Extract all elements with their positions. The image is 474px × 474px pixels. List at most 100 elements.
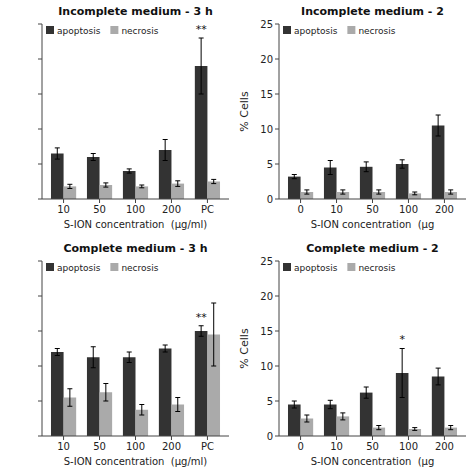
error-line xyxy=(213,303,214,366)
panel: 1050100200PCS-ION concentration (μg/ml)I… xyxy=(38,5,229,230)
legend-label: necrosis xyxy=(121,26,158,36)
legend-item: necrosis xyxy=(347,26,395,36)
y-tick xyxy=(38,331,42,332)
error-line xyxy=(57,148,58,159)
x-tick-label: PC xyxy=(201,204,214,215)
x-tick-label: 50 xyxy=(366,441,379,452)
legend-item: apoptosis xyxy=(46,263,101,273)
x-axis-label: S-ION concentration (μg/ml) xyxy=(64,219,208,230)
x-tick xyxy=(171,436,172,440)
error-line xyxy=(366,387,367,398)
error-cap xyxy=(340,194,345,195)
y-tick xyxy=(38,24,42,25)
error-cap xyxy=(340,189,345,190)
y-tick xyxy=(275,164,279,165)
error-bar xyxy=(436,115,441,136)
legend-item: apoptosis xyxy=(283,263,338,273)
error-line xyxy=(201,326,202,337)
error-bar xyxy=(163,140,168,161)
error-cap xyxy=(67,188,72,189)
error-bar xyxy=(211,303,216,366)
legend-swatch xyxy=(283,263,291,271)
error-cap xyxy=(304,422,309,423)
error-cap xyxy=(163,352,168,353)
legend-item: apoptosis xyxy=(283,26,338,36)
error-cap xyxy=(400,159,405,160)
error-cap xyxy=(211,303,216,304)
y-tick-label: 20 xyxy=(260,291,273,302)
error-line xyxy=(450,190,451,194)
bar xyxy=(207,182,220,200)
error-cap xyxy=(175,186,180,187)
error-bar xyxy=(199,38,204,94)
x-tick xyxy=(300,436,301,440)
legend: apoptosis necrosis xyxy=(283,263,396,273)
error-bar xyxy=(448,190,453,194)
error-cap xyxy=(91,160,96,161)
y-tick xyxy=(275,129,279,130)
error-line xyxy=(177,398,178,412)
error-line xyxy=(330,400,331,408)
x-tick-label: 0 xyxy=(297,204,303,215)
legend-swatch xyxy=(110,263,118,271)
x-tick-label: 100 xyxy=(126,204,145,215)
error-line xyxy=(213,179,214,183)
error-bar xyxy=(127,169,132,173)
bar xyxy=(360,393,373,436)
legend-swatch xyxy=(283,26,291,34)
error-bar xyxy=(376,190,381,194)
error-cap xyxy=(292,401,297,402)
x-tick-label: 50 xyxy=(366,204,379,215)
error-bar xyxy=(67,184,72,188)
legend-item: necrosis xyxy=(347,263,395,273)
error-bar xyxy=(292,175,297,179)
legend: apoptosis necrosis xyxy=(283,26,396,36)
error-line xyxy=(294,401,295,408)
y-axis xyxy=(279,261,280,436)
bar xyxy=(408,429,421,436)
error-cap xyxy=(412,430,417,431)
error-cap xyxy=(448,194,453,195)
error-bar xyxy=(175,181,180,187)
y-tick xyxy=(275,94,279,95)
error-bar xyxy=(412,428,417,431)
x-tick xyxy=(408,436,409,440)
error-bar xyxy=(448,426,453,430)
x-tick xyxy=(372,199,373,203)
y-tick xyxy=(275,261,279,262)
error-line xyxy=(378,190,379,194)
panel: 051015202501050100200S-ION concentration… xyxy=(238,242,466,467)
y-tick xyxy=(275,436,279,437)
y-axis xyxy=(279,24,280,199)
error-cap xyxy=(304,194,309,195)
error-line xyxy=(141,405,142,416)
bar xyxy=(64,186,77,199)
x-tick xyxy=(336,436,337,440)
error-bar xyxy=(328,400,333,408)
error-line xyxy=(366,162,367,172)
error-cap xyxy=(103,383,108,384)
x-tick xyxy=(207,199,208,203)
plot-area xyxy=(51,303,220,436)
error-cap xyxy=(448,189,453,190)
y-axis-label: % Cells xyxy=(238,328,251,369)
legend-label: apoptosis xyxy=(294,26,338,36)
x-tick-label: 10 xyxy=(330,441,343,452)
error-cap xyxy=(163,345,168,346)
bar xyxy=(195,331,208,436)
error-cap xyxy=(211,179,216,180)
error-line xyxy=(105,384,106,402)
error-bar xyxy=(364,162,369,172)
title: Incomplete medium - 2 xyxy=(301,5,444,18)
error-cap xyxy=(139,187,144,188)
x-tick xyxy=(408,199,409,203)
legend-swatch xyxy=(110,26,118,34)
y-tick xyxy=(38,261,42,262)
y-tick xyxy=(38,436,42,437)
y-tick xyxy=(275,59,279,60)
error-cap xyxy=(436,115,441,116)
x-tick-label: 200 xyxy=(162,204,181,215)
bar xyxy=(324,405,337,437)
error-cap xyxy=(211,366,216,367)
error-cap xyxy=(91,153,96,154)
